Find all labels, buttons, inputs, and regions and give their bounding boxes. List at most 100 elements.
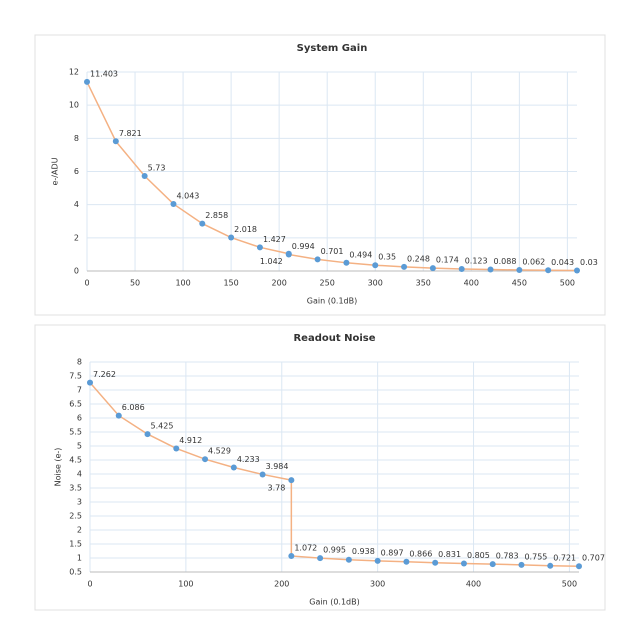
y-tick-label: 5 xyxy=(77,442,82,451)
data-point xyxy=(199,220,206,227)
data-point xyxy=(141,172,148,179)
data-label: 0.805 xyxy=(467,551,490,560)
data-label: 7.821 xyxy=(119,129,142,138)
x-tick-label: 500 xyxy=(560,279,575,288)
data-label: 2.858 xyxy=(205,211,228,220)
data-point xyxy=(288,552,295,559)
y-tick-label: 6 xyxy=(77,414,82,423)
x-tick-label: 200 xyxy=(272,279,287,288)
data-label: 0.088 xyxy=(494,257,517,266)
x-tick-label: 450 xyxy=(512,279,527,288)
data-point xyxy=(489,561,496,568)
data-point xyxy=(317,555,324,562)
data-label: 4.233 xyxy=(237,455,260,464)
data-point xyxy=(256,244,263,251)
data-point xyxy=(228,234,235,241)
data-label: 11.403 xyxy=(90,69,118,78)
data-point xyxy=(170,200,177,207)
data-label: 5.425 xyxy=(151,422,174,431)
data-point xyxy=(429,265,436,272)
data-label: 0.701 xyxy=(321,247,344,256)
x-tick-label: 0 xyxy=(84,279,89,288)
y-tick-label: 6 xyxy=(74,167,79,176)
y-tick-label: 2.5 xyxy=(69,512,82,521)
data-point xyxy=(545,267,552,274)
x-tick-label: 100 xyxy=(178,580,193,589)
data-label: 4.043 xyxy=(176,191,199,200)
data-label: 7.262 xyxy=(93,370,116,379)
y-tick-label: 7.5 xyxy=(69,372,82,381)
y-tick-label: 4 xyxy=(77,470,82,479)
data-point xyxy=(314,256,321,263)
y-tick-label: 8 xyxy=(77,358,82,367)
data-label: 0.062 xyxy=(522,257,545,266)
data-point xyxy=(432,559,439,566)
x-tick-label: 350 xyxy=(416,279,431,288)
y-tick-label: 12 xyxy=(69,68,79,77)
data-point xyxy=(518,561,525,568)
y-tick-label: 0 xyxy=(74,267,79,276)
x-tick-label: 400 xyxy=(466,580,481,589)
data-label: 0.995 xyxy=(323,546,346,555)
data-point xyxy=(516,266,523,273)
x-tick-label: 300 xyxy=(368,279,383,288)
data-point xyxy=(460,560,467,567)
panel xyxy=(34,34,606,316)
x-tick-label: 400 xyxy=(464,279,479,288)
data-point xyxy=(87,379,93,386)
y-axis-label: Noise (e-) xyxy=(54,448,63,487)
data-point xyxy=(576,563,582,570)
data-point xyxy=(285,251,292,258)
data-label: 0.783 xyxy=(496,552,519,561)
data-label: 0.938 xyxy=(352,547,375,556)
data-label: 3.984 xyxy=(266,462,289,471)
x-tick-label: 250 xyxy=(320,279,335,288)
data-point xyxy=(374,557,381,564)
y-tick-label: 3.5 xyxy=(69,484,82,493)
data-point xyxy=(115,412,122,419)
data-label: 0.248 xyxy=(407,254,430,263)
x-tick-label: 0 xyxy=(87,580,92,589)
data-point xyxy=(343,259,350,266)
data-label: 1.042 xyxy=(260,257,283,266)
data-point xyxy=(202,456,209,463)
data-point xyxy=(487,266,494,273)
y-tick-label: 2 xyxy=(77,526,82,535)
data-point xyxy=(84,78,90,85)
data-point xyxy=(458,265,465,272)
data-label: 0.831 xyxy=(438,550,461,559)
x-tick-label: 500 xyxy=(562,580,577,589)
x-tick-label: 200 xyxy=(274,580,289,589)
data-point xyxy=(144,431,151,438)
y-tick-label: 5.5 xyxy=(69,428,82,437)
data-label: 0.174 xyxy=(436,256,459,265)
panel xyxy=(34,324,606,611)
y-tick-label: 2 xyxy=(74,233,79,242)
y-tick-label: 4 xyxy=(74,200,79,209)
data-label: 5.73 xyxy=(148,163,166,172)
data-label: 0.866 xyxy=(409,549,432,558)
y-tick-label: 1 xyxy=(77,554,82,563)
data-label: 4.529 xyxy=(208,447,231,456)
data-point xyxy=(259,471,266,478)
data-point xyxy=(288,477,295,484)
data-label: 1.427 xyxy=(263,235,286,244)
y-axis-label: e-/ADU xyxy=(51,157,60,185)
chart-title: Readout Noise xyxy=(293,333,375,344)
data-label: 0.35 xyxy=(378,253,396,262)
data-label: 0.897 xyxy=(381,548,404,557)
x-tick-label: 300 xyxy=(370,580,385,589)
y-tick-label: 6.5 xyxy=(69,400,82,409)
y-tick-label: 4.5 xyxy=(69,456,82,465)
data-point xyxy=(112,138,119,145)
data-point xyxy=(345,556,352,563)
data-point xyxy=(173,445,180,452)
data-label: 0.994 xyxy=(292,242,315,251)
data-label: 0.707 xyxy=(582,554,605,563)
x-tick-label: 100 xyxy=(175,279,190,288)
data-label: 3.78 xyxy=(268,484,286,493)
y-tick-label: 1.5 xyxy=(69,540,82,549)
data-point xyxy=(401,263,408,270)
x-axis-label: Gain (0.1dB) xyxy=(309,598,359,607)
data-label: 1.072 xyxy=(294,543,317,552)
